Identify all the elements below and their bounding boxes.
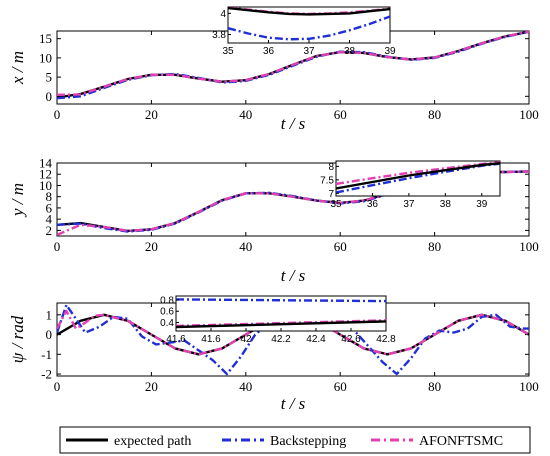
y-axis-label: y / m: [8, 183, 27, 218]
y-tick-label: 5: [46, 70, 53, 85]
inset-3: 41.6 41.6 42 42.2 42.4 42.6 42.8 0.40.60.8: [160, 295, 396, 345]
y-tick-label: 6: [46, 200, 53, 215]
inset-y-tick-label: 7.5: [320, 175, 334, 186]
x-tick-label: 80: [428, 239, 441, 254]
inset-x-tick-label: 35: [330, 199, 342, 210]
x-tick-label: 80: [428, 107, 441, 122]
y-axis-label: x / m: [8, 51, 27, 85]
legend-label-backstepping: Backstepping: [270, 434, 346, 449]
inset-x-tick-label: 42.6: [341, 334, 361, 345]
inset-series-line-backstepping: [228, 15, 390, 41]
inset-y-tick-label: 3.8: [212, 30, 226, 41]
x-tick-label: 20: [145, 107, 158, 122]
x-tick-label: 0: [54, 107, 61, 122]
inset-2: 35 36 37 38 39 7 7.5 8: [320, 160, 501, 210]
inset-y-tick-label: 0.4: [160, 318, 174, 329]
x-axis-label: t / s: [281, 266, 306, 285]
x-tick-label: 20: [145, 379, 158, 394]
inset-y-tick-label: 4: [220, 9, 226, 20]
x-axis-label: t / s: [281, 114, 306, 133]
inset-y-tick-label: 8: [328, 162, 334, 173]
inset-y-tick-label: 0.6: [160, 307, 174, 318]
y-tick-label: 4: [46, 212, 53, 227]
y-tick-label: 15: [39, 31, 52, 46]
panel-3: 0 20 40 60 80 100 -2 -1 0 1 t / s ψ / rad 41.6 41.6 42…: [8, 295, 539, 413]
inset-x-tick-label: 35: [222, 46, 234, 57]
inset-y-tick-label: 7: [328, 189, 334, 200]
inset-x-tick-label: 42.4: [306, 334, 326, 345]
x-tick-label: 0: [54, 379, 61, 394]
inset-series-line-expected-path: [176, 320, 386, 329]
y-tick-label: 8: [46, 189, 53, 204]
y-tick-label: 0: [46, 89, 53, 104]
inset-x-tick-label: 41.6: [166, 334, 186, 345]
inset-x-tick-label: 38: [440, 199, 452, 210]
x-tick-label: 40: [239, 239, 252, 254]
x-tick-label: 40: [239, 107, 252, 122]
x-tick-label: 100: [519, 379, 539, 394]
plot-area: [56, 302, 530, 377]
y-tick-label: -2: [41, 367, 52, 382]
inset-series-line-backstepping: [176, 298, 386, 303]
x-tick-label: 100: [519, 239, 539, 254]
inset-x-tick-label: 39: [384, 46, 396, 57]
legend-box: [59, 426, 531, 454]
legend-label-expected-path: expected path: [114, 434, 191, 449]
inset-1: 35 36 37 38 39 3.8 4: [212, 6, 396, 57]
x-tick-label: 0: [54, 239, 61, 254]
x-axis-label: t / s: [281, 394, 306, 413]
y-tick-label: 1: [46, 307, 53, 322]
y-tick-label: 10: [39, 178, 52, 193]
x-tick-label: 60: [334, 379, 347, 394]
y-tick-label: 2: [46, 223, 53, 238]
y-tick-label: 12: [39, 167, 52, 182]
y-tick-label: 0: [46, 327, 53, 342]
inset-x-tick-label: 37: [303, 46, 315, 57]
y-tick-label: 14: [39, 156, 53, 171]
panel-1: 0 20 40 60 80 100 0 5 10 15 t / s x / m 35 36 37 38 39 3.…: [8, 6, 539, 133]
inset-x-tick-label: 42.2: [271, 334, 291, 345]
x-tick-label: 40: [239, 379, 252, 394]
inset-series-line-expected-path: [228, 7, 390, 16]
legend: expected path Backstepping AFONFTSMC: [59, 426, 531, 454]
series-line-afonftsmc: [57, 31, 529, 96]
inset-x-tick-label: 42: [240, 334, 252, 345]
y-tick-label: 10: [39, 50, 52, 65]
inset-x-tick-label: 37: [403, 199, 415, 210]
x-tick-label: 20: [145, 239, 158, 254]
inset-series-line-expected-path: [336, 162, 500, 190]
x-tick-label: 80: [428, 379, 441, 394]
inset-x-tick-label: 38: [344, 46, 356, 57]
inset-x-tick-label: 36: [367, 199, 379, 210]
inset-x-tick-label: 36: [263, 46, 275, 57]
inset-x-tick-label: 41.6: [201, 334, 221, 345]
legend-label-afonftsmc: AFONFTSMC: [419, 434, 503, 449]
y-tick-label: -1: [41, 347, 52, 362]
y-axis-label: ψ / rad: [8, 315, 27, 363]
inset-x-tick-label: 42.8: [376, 334, 396, 345]
x-tick-label: 100: [519, 107, 539, 122]
inset-x-tick-label: 39: [476, 199, 488, 210]
x-tick-label: 60: [334, 239, 347, 254]
inset-y-tick-label: 0.8: [160, 295, 174, 306]
x-tick-label: 60: [334, 107, 347, 122]
